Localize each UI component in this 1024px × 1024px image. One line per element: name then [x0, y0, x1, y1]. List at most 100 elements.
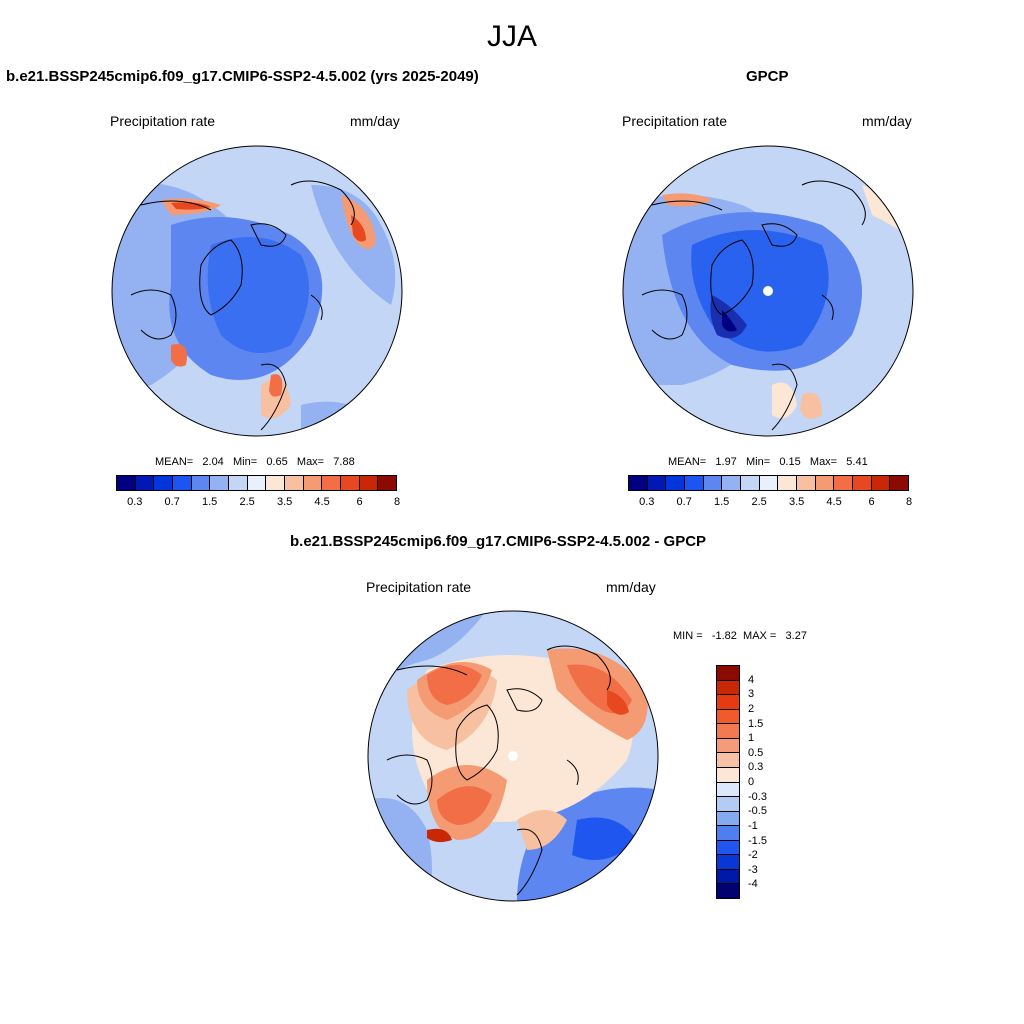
colorbar-swatch [717, 840, 739, 856]
colorbar-swatch [717, 695, 739, 710]
colorbar-swatch [173, 476, 192, 490]
colorbar-tick-label: 1 [748, 732, 755, 745]
colorbar-tick-label: 0.3 [639, 496, 655, 508]
model-colorbar [116, 475, 397, 491]
colorbar-swatch [191, 476, 211, 490]
model-min-label: Min= [232, 456, 258, 468]
diff-polar-map [367, 610, 659, 902]
colorbar-tick-label: 0.7 [164, 496, 180, 508]
obs-colorbar [628, 475, 909, 491]
colorbar-tick-label: 6 [356, 496, 363, 508]
model-max-value: 7.88 [333, 456, 355, 468]
colorbar-swatch [629, 476, 648, 490]
colorbar-swatch [871, 476, 891, 490]
colorbar-swatch [717, 709, 739, 725]
colorbar-tick-label: -0.5 [748, 805, 767, 818]
diff-panel-title: b.e21.BSSP245cmip6.f09_g17.CMIP6-SSP2-4.… [290, 533, 707, 550]
colorbar-swatch [722, 476, 742, 490]
colorbar-swatch [717, 855, 739, 870]
colorbar-swatch [797, 476, 816, 490]
diff-variable-label: Precipitation rate [366, 579, 472, 595]
diff-stats: MIN = -1.82 MAX = 3.27 [673, 630, 807, 642]
colorbar-tick-label: 8 [905, 496, 913, 508]
obs-units-label: mm/day [862, 113, 912, 129]
obs-mean-label: MEAN= [668, 456, 707, 468]
obs-variable-label: Precipitation rate [622, 113, 728, 129]
colorbar-tick-label: 2.5 [239, 496, 255, 508]
colorbar-tick-label: 8 [393, 496, 401, 508]
colorbar-swatch [378, 476, 397, 490]
colorbar-swatch [717, 797, 739, 812]
colorbar-swatch [717, 826, 739, 841]
colorbar-tick-label: -1.5 [748, 834, 767, 847]
colorbar-tick-label: 0.3 [127, 496, 143, 508]
model-panel-title: b.e21.BSSP245cmip6.f09_g17.CMIP6-SSP2-4.… [6, 68, 479, 85]
model-max-label: Max= [296, 456, 325, 468]
colorbar-swatch [229, 476, 248, 490]
model-stats: MEAN= 2.04 Min= 0.65 Max= 7.88 [155, 456, 355, 468]
colorbar-tick-label: 0.5 [748, 746, 764, 759]
colorbar-swatch [285, 476, 304, 490]
colorbar-swatch [890, 476, 909, 490]
colorbar-swatch [647, 476, 667, 490]
colorbar-tick-label: -3 [748, 863, 758, 876]
obs-polar-map [622, 145, 914, 437]
colorbar-swatch [685, 476, 704, 490]
colorbar-swatch [815, 476, 835, 490]
colorbar-tick-label: 3 [748, 688, 755, 701]
model-variable-label: Precipitation rate [110, 113, 216, 129]
colorbar-swatch [117, 476, 136, 490]
colorbar-tick-label: 3.5 [276, 496, 293, 508]
colorbar-tick-label: 2.5 [751, 496, 767, 508]
obs-min-label: Min= [745, 456, 771, 468]
colorbar-tick-label: -1 [748, 819, 758, 832]
obs-panel-title: GPCP [746, 68, 789, 85]
obs-max-label: Max= [809, 456, 838, 468]
colorbar-tick-label: 4.5 [826, 496, 842, 508]
season-title: JJA [486, 20, 537, 53]
obs-min-value: 0.15 [779, 456, 801, 468]
colorbar-swatch [741, 476, 760, 490]
colorbar-swatch [154, 476, 174, 490]
colorbar-swatch [717, 666, 739, 681]
model-mean-label: MEAN= [155, 456, 194, 468]
colorbar-swatch [717, 738, 739, 754]
colorbar-tick-label: 6 [868, 496, 875, 508]
diff-colorbar [716, 665, 740, 899]
model-colorbar-ticks: 0.3 0.7 1.5 2.5 3.5 4.5 6 8 [116, 496, 401, 510]
obs-mean-value: 1.97 [715, 456, 737, 468]
colorbar-swatch [778, 476, 798, 490]
colorbar-tick-label: 4 [748, 673, 755, 686]
colorbar-tick-label: -0.3 [748, 790, 767, 803]
colorbar-swatch [703, 476, 723, 490]
diff-max-label: MAX = [743, 630, 777, 642]
colorbar-swatch [717, 811, 739, 827]
colorbar-swatch [322, 476, 342, 490]
colorbar-tick-label: 0.7 [676, 496, 692, 508]
colorbar-swatch [717, 884, 739, 898]
colorbar-swatch [717, 724, 739, 739]
colorbar-swatch [717, 680, 739, 696]
colorbar-swatch [341, 476, 360, 490]
diff-min-value: -1.82 [711, 630, 737, 642]
colorbar-tick-label: 1.5 [748, 717, 764, 730]
colorbar-swatch [135, 476, 155, 490]
obs-stats: MEAN= 1.97 Min= 0.15 Max= 5.41 [668, 456, 868, 468]
colorbar-tick-label: -2 [748, 849, 758, 862]
colorbar-tick-label: 1.5 [714, 496, 730, 508]
colorbar-swatch [359, 476, 379, 490]
diff-min-label: MIN = [673, 630, 703, 642]
colorbar-swatch [666, 476, 686, 490]
colorbar-tick-label: 0.3 [748, 761, 764, 774]
model-mean-value: 2.04 [202, 456, 224, 468]
model-min-value: 0.65 [266, 456, 288, 468]
colorbar-tick-label: 0 [748, 776, 755, 788]
colorbar-swatch [717, 782, 739, 798]
colorbar-swatch [759, 476, 779, 490]
colorbar-swatch [303, 476, 323, 490]
colorbar-tick-label: 3.5 [788, 496, 805, 508]
obs-colorbar-ticks: 0.3 0.7 1.5 2.5 3.5 4.5 6 8 [628, 496, 913, 510]
colorbar-tick-label: 4.5 [314, 496, 330, 508]
colorbar-tick-label: 1.5 [202, 496, 218, 508]
colorbar-tick-label: -4 [748, 878, 758, 891]
